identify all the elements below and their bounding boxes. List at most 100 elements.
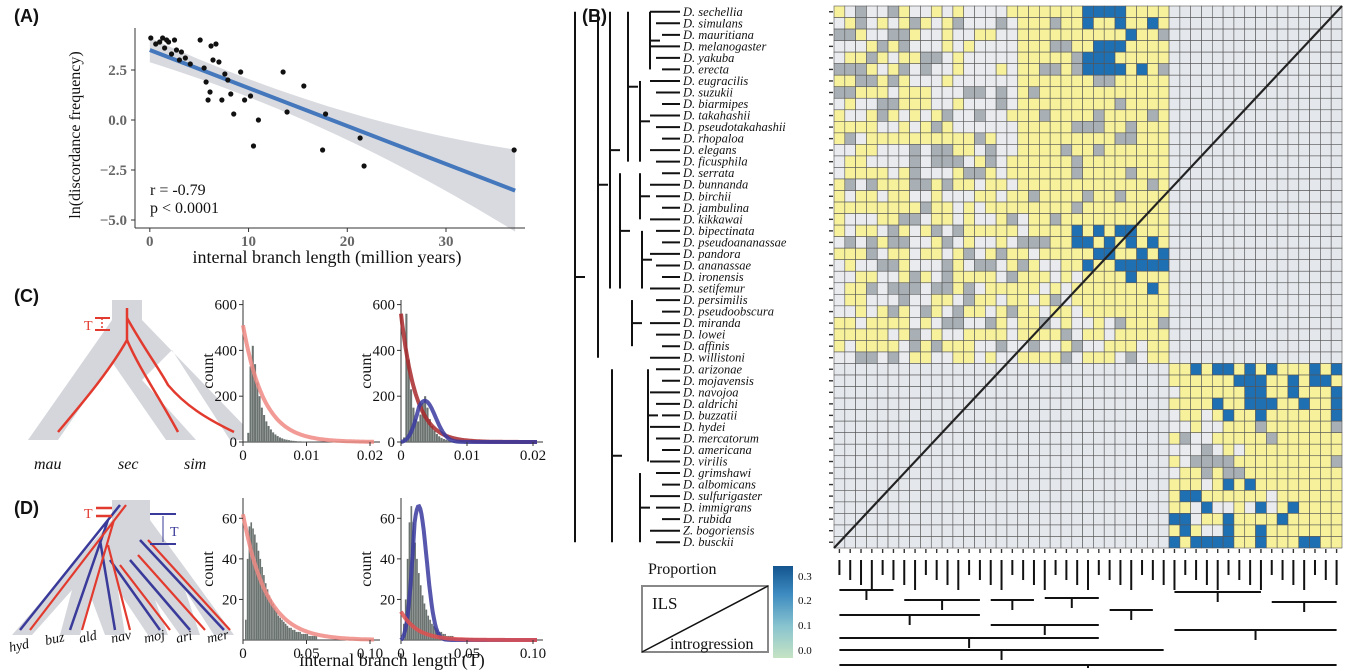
heatmap-cell xyxy=(985,270,997,284)
heatmap-cell xyxy=(1168,340,1181,353)
heatmap-cell xyxy=(898,478,910,491)
heatmap-cell xyxy=(866,190,878,203)
heatmap-cell xyxy=(1006,374,1019,387)
heatmap-cell xyxy=(1103,17,1116,30)
heatmap-cell xyxy=(1103,363,1116,376)
heatmap-cell xyxy=(833,213,846,226)
heatmap-cell xyxy=(1320,224,1332,237)
heatmap-cell xyxy=(952,121,965,134)
heatmap-cell xyxy=(1320,305,1332,318)
heatmap-cell xyxy=(995,201,1008,214)
heatmap-cell xyxy=(1039,351,1051,364)
data-point xyxy=(222,71,228,77)
heatmap-cell xyxy=(1179,374,1191,387)
heatmap-cell xyxy=(855,524,867,537)
heatmap-cell xyxy=(1233,224,1246,237)
heatmap-cell xyxy=(876,17,889,30)
heatmap-cell xyxy=(1093,363,1105,376)
t-label-c: T xyxy=(84,319,93,334)
histogram-bar xyxy=(412,522,415,640)
heatmap-cell xyxy=(1114,351,1127,364)
heatmap-cell xyxy=(1309,524,1321,537)
heatmap-cell xyxy=(1039,536,1051,549)
heatmap-cell xyxy=(1103,466,1116,480)
heatmap-cell xyxy=(974,409,986,422)
heatmap-cell xyxy=(1309,63,1321,76)
heatmap-cell xyxy=(1179,17,1191,30)
heatmap-cell xyxy=(1060,397,1073,410)
heatmap-cell xyxy=(1039,28,1051,41)
heatmap-cell xyxy=(952,5,965,18)
heatmap-cell xyxy=(876,397,889,410)
heatmap-cell xyxy=(1320,270,1332,284)
heatmap-cell xyxy=(1017,270,1029,284)
heatmap-cell xyxy=(920,490,932,503)
heatmap-cell xyxy=(1028,490,1040,503)
heatmap-cell xyxy=(1039,340,1051,353)
heatmap-cell xyxy=(1298,5,1310,18)
heatmap-cell xyxy=(1017,293,1029,307)
heatmap-cell xyxy=(1244,132,1256,145)
stat-r: r = -0.79 xyxy=(150,182,206,199)
heatmap-cell xyxy=(1103,443,1116,457)
heatmap-cell xyxy=(1114,51,1127,64)
species-label: D. eugracilis xyxy=(682,74,748,88)
heatmap-cell xyxy=(1244,63,1256,76)
heatmap-cell xyxy=(1179,363,1191,376)
heatmap-cell xyxy=(1071,455,1083,468)
heatmap-cell xyxy=(941,293,954,307)
heatmap-cell xyxy=(1244,443,1256,457)
heatmap-cell xyxy=(920,97,932,111)
heatmap-cell xyxy=(855,443,867,457)
heatmap-cell xyxy=(1287,213,1300,226)
heatmap-cell xyxy=(1244,155,1256,168)
heatmap-cell xyxy=(995,432,1008,445)
heatmap-cell xyxy=(1114,247,1127,261)
heatmap-cell xyxy=(1201,86,1213,99)
heatmap-cell xyxy=(963,490,975,503)
heatmap-cell xyxy=(1233,178,1246,191)
heatmap-cell xyxy=(1157,386,1170,399)
heatmap-cell xyxy=(930,340,943,353)
heatmap-cell xyxy=(930,63,943,76)
histogram-bar xyxy=(258,396,261,442)
heatmap-cell xyxy=(1320,386,1332,399)
heatmap-cell xyxy=(855,155,867,168)
heatmap-cell xyxy=(1201,74,1213,88)
heatmap-cell xyxy=(1136,501,1148,514)
heatmap-cell xyxy=(974,501,986,514)
data-point xyxy=(176,57,183,63)
heatmap-cell xyxy=(1233,247,1246,261)
heatmap-cell xyxy=(1222,109,1235,122)
heatmap-cell xyxy=(866,386,878,399)
heatmap-cell xyxy=(1147,524,1159,537)
heatmap-cell xyxy=(855,74,867,88)
histogram-bar xyxy=(288,627,291,640)
species-label: D. grimshawi xyxy=(682,466,752,480)
heatmap-cell xyxy=(1017,51,1029,64)
heatmap-cell xyxy=(1071,409,1083,422)
histogram-bar xyxy=(299,631,301,640)
heatmap-cell xyxy=(844,317,856,330)
heatmap-cell xyxy=(1147,466,1159,480)
heatmap-cell xyxy=(1017,259,1029,272)
heatmap-cell xyxy=(1028,5,1040,18)
heatmap-cell xyxy=(1222,259,1235,272)
heatmap-cell xyxy=(1255,386,1267,399)
heatmap-cell xyxy=(920,282,932,295)
heatmap-cell xyxy=(1330,201,1343,214)
heatmap-cell xyxy=(1255,455,1267,468)
heatmap-cell xyxy=(1147,501,1159,514)
heatmap-cell xyxy=(909,490,921,503)
histogram-bar xyxy=(272,432,275,442)
heatmap-cell xyxy=(844,259,856,272)
heatmap-cell xyxy=(985,490,997,503)
heatmap-cell xyxy=(985,363,997,376)
heatmap-cell xyxy=(1082,513,1094,526)
legend-introgression: introgression xyxy=(670,636,754,653)
heatmap-cell xyxy=(1276,224,1289,237)
heatmap-cell xyxy=(887,282,900,295)
heatmap-cell xyxy=(1006,63,1019,76)
heatmap-cell xyxy=(876,259,889,272)
heatmap-cell xyxy=(1125,293,1137,307)
